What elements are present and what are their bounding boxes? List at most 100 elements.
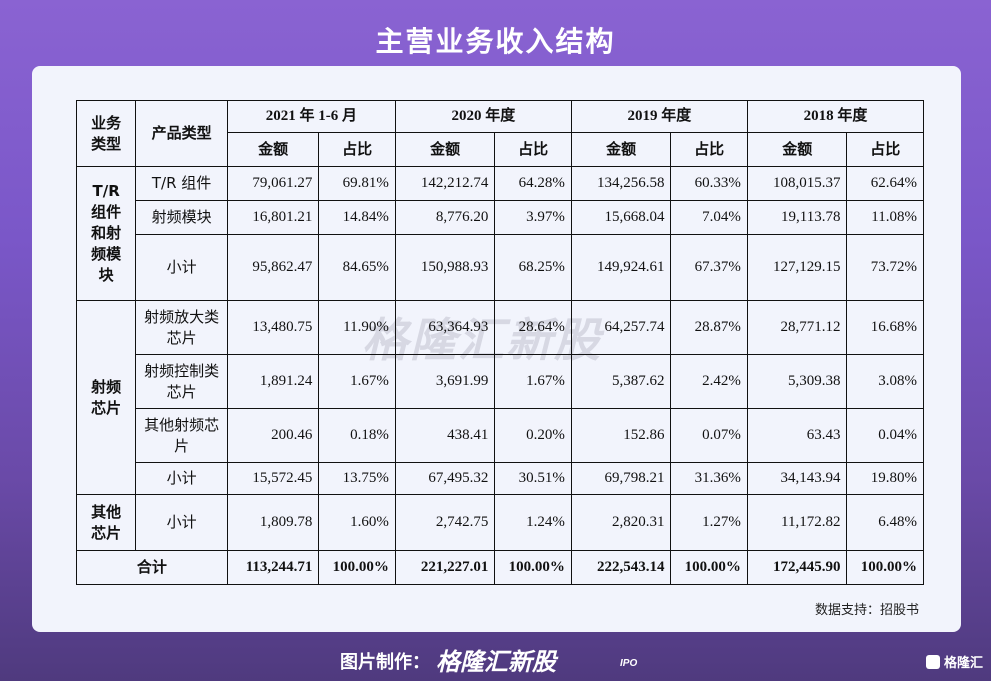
amount-cell: 11,172.82 — [746, 494, 848, 551]
ratio-cell: 0.07% — [670, 408, 748, 463]
ratio-cell: 30.51% — [494, 462, 572, 495]
table-row: 其他射频芯片 200.46 0.18% 438.41 0.20% 152.86 … — [77, 408, 924, 463]
amount-cell: 134,256.58 — [570, 166, 672, 201]
amount-cell: 108,015.37 — [746, 166, 848, 201]
ratio-cell: 60.33% — [670, 166, 748, 201]
header-business-type: 业务类型 — [75, 100, 137, 167]
total-ratio-cell: 100.00% — [318, 550, 396, 585]
amount-cell: 63,364.93 — [394, 300, 496, 355]
amount-cell: 63.43 — [746, 408, 848, 463]
amount-cell: 15,668.04 — [570, 200, 672, 235]
product-cell: 小计 — [135, 234, 228, 301]
ratio-cell: 6.48% — [846, 494, 924, 551]
total-amount-cell: 172,445.90 — [746, 550, 848, 585]
total-ratio-cell: 100.00% — [846, 550, 924, 585]
ratio-cell: 1.67% — [494, 354, 572, 409]
table-row: 射频芯片 射频放大类芯片 13,480.75 11.90% 63,364.93 … — [75, 300, 924, 495]
footer-brand-sub: IPO — [620, 658, 638, 669]
amount-cell: 28,771.12 — [746, 300, 848, 355]
footer-credit: 图片制作： — [340, 652, 430, 673]
amount-cell: 15,572.45 — [226, 462, 320, 495]
table-row: T/R组件和射频模块 T/R 组件 79,061.27 69.81% 142,2… — [75, 166, 924, 301]
category-cell: T/R组件和射频模块 — [75, 166, 137, 301]
corner-brand: 格隆汇 — [925, 652, 983, 671]
ratio-cell: 14.84% — [318, 200, 396, 235]
product-cell: 小计 — [135, 462, 228, 495]
ratio-cell: 62.64% — [846, 166, 924, 201]
amount-cell: 13,480.75 — [226, 300, 320, 355]
table-row: 小计 95,862.47 84.65% 150,988.93 68.25% 14… — [77, 234, 924, 301]
footer-brand: 格隆汇新股 — [436, 648, 556, 676]
amount-cell: 438.41 — [394, 408, 496, 463]
ratio-cell: 11.08% — [846, 200, 924, 235]
header-amount: 金额 — [226, 132, 320, 167]
total-amount-cell: 113,244.71 — [226, 550, 320, 585]
ratio-cell: 0.04% — [846, 408, 924, 463]
amount-cell: 1,891.24 — [226, 354, 320, 409]
table-row: 其他芯片 小计 1,809.78 1.60% 2,742.75 1.24% 2,… — [75, 494, 924, 551]
amount-cell: 3,691.99 — [394, 354, 496, 409]
product-cell: 射频控制类芯片 — [135, 354, 228, 409]
amount-cell: 19,113.78 — [746, 200, 848, 235]
amount-cell: 1,809.78 — [226, 494, 320, 551]
ratio-cell: 3.08% — [846, 354, 924, 409]
amount-cell: 2,820.31 — [570, 494, 672, 551]
product-cell: 其他射频芯片 — [135, 408, 228, 463]
amount-cell: 200.46 — [226, 408, 320, 463]
ratio-cell: 28.87% — [670, 300, 748, 355]
product-cell: 射频模块 — [135, 200, 228, 235]
amount-cell: 69,798.21 — [570, 462, 672, 495]
total-amount-cell: 221,227.01 — [394, 550, 496, 585]
ratio-cell: 1.27% — [670, 494, 748, 551]
ratio-cell: 19.80% — [846, 462, 924, 495]
ratio-cell: 11.90% — [318, 300, 396, 355]
category-cell: 其他芯片 — [75, 494, 137, 551]
total-ratio-cell: 100.00% — [670, 550, 748, 585]
table-card: 格隆汇新股 业务类型 产品类型 2021 年 1-6 月 2020 年度 201… — [32, 66, 961, 632]
amount-cell: 2,742.75 — [394, 494, 496, 551]
amount-cell: 64,257.74 — [570, 300, 672, 355]
ratio-cell: 28.64% — [494, 300, 572, 355]
category-cell: 射频芯片 — [75, 300, 137, 495]
header-period-1: 2021 年 1-6 月 — [226, 100, 396, 133]
total-row: 合计 113,244.71 100.00% 221,227.01 100.00%… — [76, 550, 924, 585]
header-amount: 金额 — [394, 132, 496, 167]
table-row: 射频控制类芯片 1,891.24 1.67% 3,691.99 1.67% 5,… — [77, 354, 924, 409]
header-amount: 金额 — [746, 132, 848, 167]
header-period-2: 2020 年度 — [394, 100, 572, 133]
ratio-cell: 13.75% — [318, 462, 396, 495]
brand-logo-icon — [925, 655, 940, 669]
header-period-3: 2019 年度 — [570, 100, 748, 133]
table-row: 射频模块 16,801.21 14.84% 8,776.20 3.97% 15,… — [77, 200, 924, 235]
header-amount: 金额 — [570, 132, 672, 167]
header-period-4: 2018 年度 — [746, 100, 925, 133]
amount-cell: 152.86 — [570, 408, 672, 463]
amount-cell: 149,924.61 — [570, 234, 672, 301]
table-row: 小计 15,572.45 13.75% 67,495.32 30.51% 69,… — [77, 462, 924, 495]
corner-brand-label: 格隆汇 — [943, 656, 983, 671]
ratio-cell: 68.25% — [494, 234, 572, 301]
header-ratio: 占比 — [318, 132, 396, 167]
product-cell: 小计 — [135, 494, 228, 551]
ratio-cell: 7.04% — [670, 200, 748, 235]
amount-cell: 95,862.47 — [226, 234, 320, 301]
amount-cell: 142,212.74 — [394, 166, 496, 201]
amount-cell: 5,387.62 — [570, 354, 672, 409]
ratio-cell: 1.67% — [318, 354, 396, 409]
amount-cell: 150,988.93 — [394, 234, 496, 301]
ratio-cell: 0.20% — [494, 408, 572, 463]
total-ratio-cell: 100.00% — [494, 550, 572, 585]
amount-cell: 5,309.38 — [746, 354, 848, 409]
total-amount-cell: 222,543.14 — [570, 550, 672, 585]
ratio-cell: 69.81% — [318, 166, 396, 201]
product-cell: 射频放大类芯片 — [135, 300, 228, 355]
header-ratio: 占比 — [846, 132, 924, 167]
header-ratio: 占比 — [670, 132, 748, 167]
revenue-table: 业务类型 产品类型 2021 年 1-6 月 2020 年度 2019 年度 2… — [75, 100, 925, 585]
ratio-cell: 1.24% — [494, 494, 572, 551]
ratio-cell: 0.18% — [318, 408, 396, 463]
ratio-cell: 67.37% — [670, 234, 748, 301]
amount-cell: 8,776.20 — [394, 200, 496, 235]
header-product-type: 产品类型 — [135, 100, 228, 167]
amount-cell: 79,061.27 — [226, 166, 320, 201]
